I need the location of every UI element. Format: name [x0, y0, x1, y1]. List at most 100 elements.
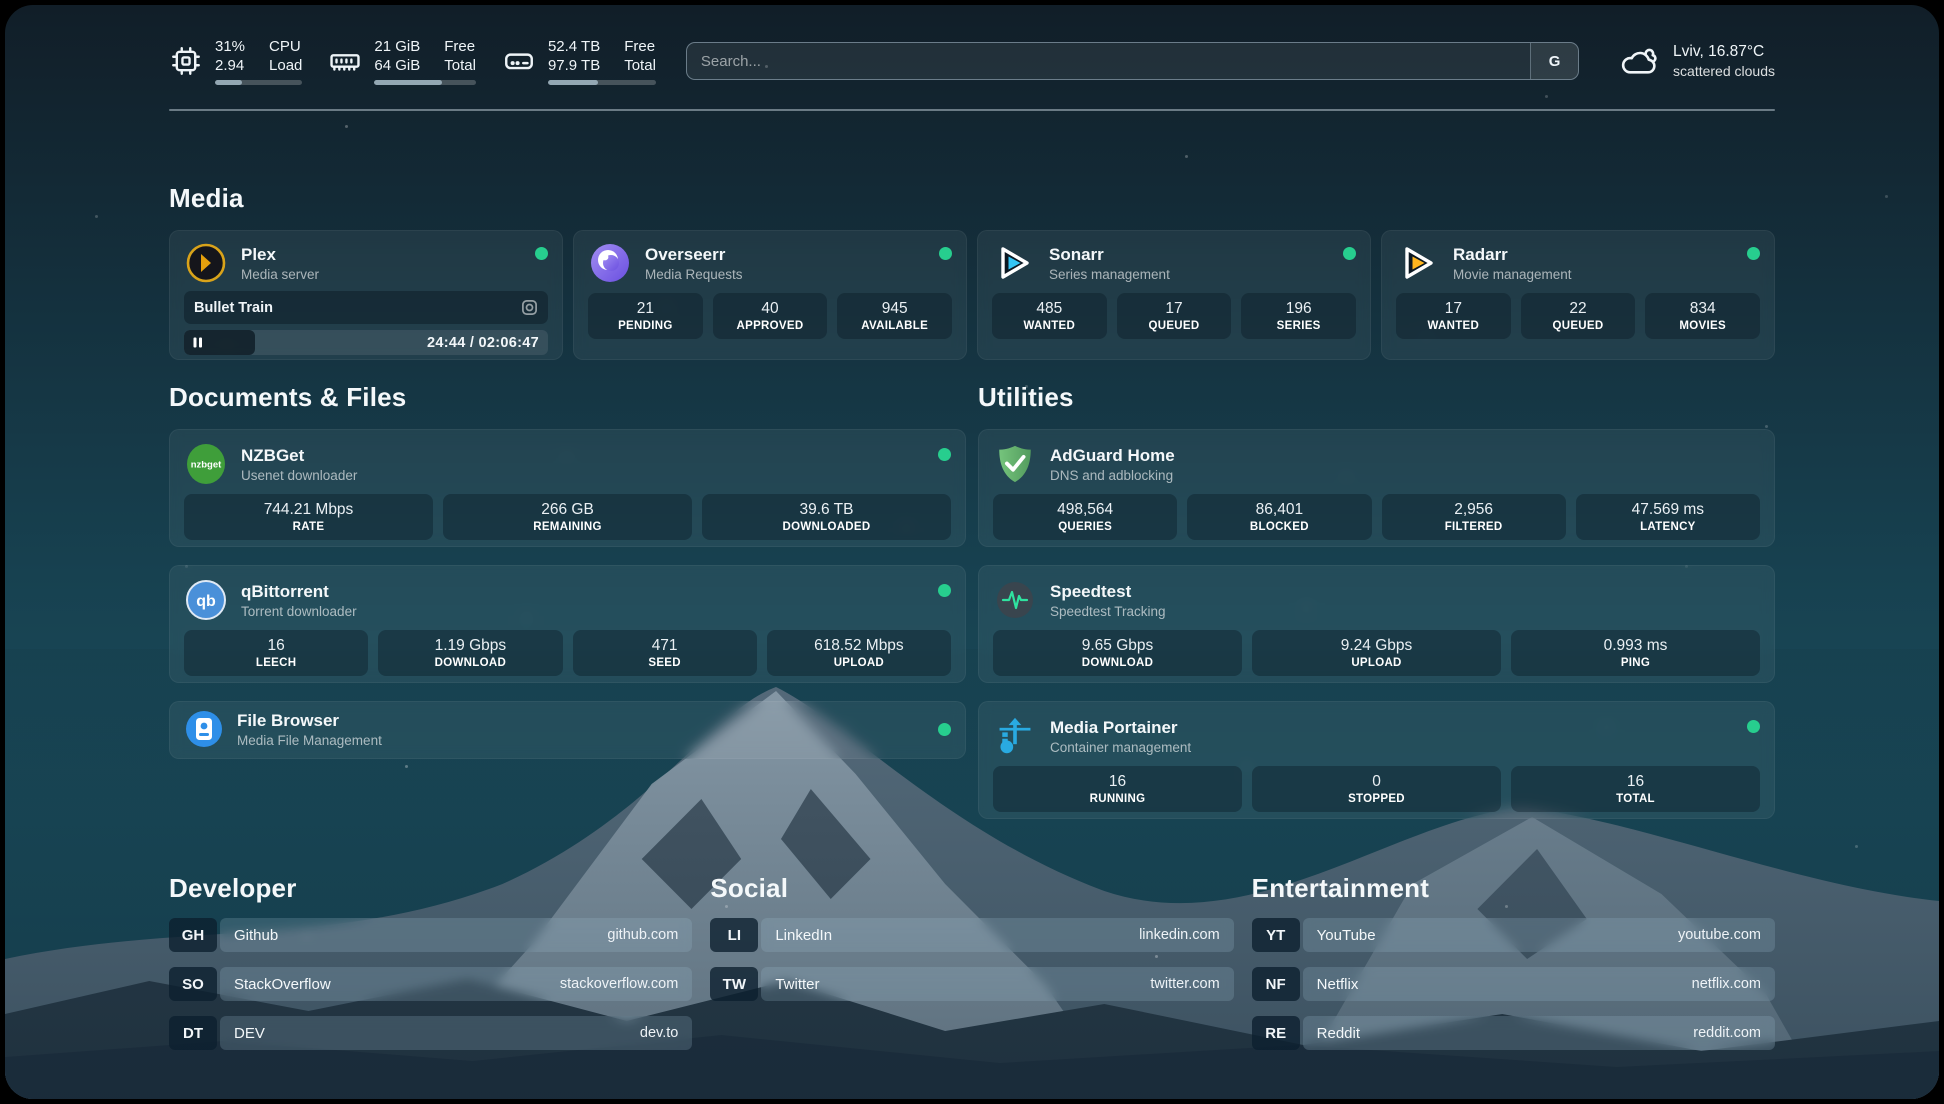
status-dot: [938, 584, 951, 597]
bookmark-reddit[interactable]: RE Reddit reddit.com: [1251, 1016, 1775, 1050]
search-engine-button[interactable]: G: [1530, 43, 1579, 79]
section-utilities: Utilities: [978, 382, 1775, 819]
radarr-icon: [1396, 241, 1440, 285]
nzbget-icon: nzbget: [184, 442, 228, 486]
filebrowser-icon: [184, 709, 224, 749]
disk-icon: [502, 44, 536, 78]
section-title-entertainment: Entertainment: [1251, 873, 1430, 903]
app-card-plex[interactable]: Plex Media server Bullet Train: [169, 230, 563, 360]
status-dot: [1747, 720, 1760, 733]
stat-rate: 744.21 Mbps RATE: [184, 494, 433, 540]
dashboard: 31% 2.94 CPU Load: [5, 5, 1939, 1099]
stat-approved: 40 APPROVED: [712, 293, 828, 339]
app-card-sonarr[interactable]: Sonarr Series management 485 WANTED 17 QUE…: [977, 230, 1371, 360]
section-title-utilities: Utilities: [978, 382, 1074, 412]
section-title-social: Social: [710, 873, 789, 903]
cpu-labels: CPU Load: [269, 38, 303, 74]
section-entertainment: Entertainment YT YouTube youtube.com NF …: [1251, 873, 1775, 1050]
status-dot: [535, 247, 548, 260]
stat-wanted: 485 WANTED: [992, 293, 1107, 339]
playback-time: 24:44 / 02:06:47: [426, 334, 539, 351]
status-dot: [1747, 247, 1760, 260]
stat-queued: 22 QUEUED: [1520, 293, 1636, 339]
stat-movies: 834 MOVIES: [1645, 293, 1760, 339]
stat-running: 16 RUNNING: [993, 766, 1242, 812]
disk-labels: Free Total: [624, 38, 656, 74]
bookmark-linkedin[interactable]: LI LinkedIn linkedin.com: [710, 918, 1234, 952]
bookmark-youtube[interactable]: YT YouTube youtube.com: [1251, 918, 1775, 952]
stat-remaining: 266 GB REMAINING: [443, 494, 692, 540]
stat-download: 9.65 Gbps DOWNLOAD: [993, 630, 1242, 676]
header-divider: [169, 109, 1775, 111]
portainer-icon: [993, 714, 1037, 758]
weather-widget[interactable]: Lviv, 16.87°C scattered clouds: [1619, 42, 1775, 80]
pause-icon: [193, 337, 203, 348]
bookmark-stackoverflow[interactable]: SO StackOverflow stackoverflow.com: [169, 967, 693, 1001]
svg-text:nzbget: nzbget: [191, 460, 222, 471]
app-card-overseerr[interactable]: Overseerr Media Requests 21 PENDING 40 APP…: [573, 230, 967, 360]
stat-filtered: 2,956 FILTERED: [1381, 494, 1566, 540]
status-dot: [938, 448, 951, 461]
disk-progress-bar: [547, 80, 656, 85]
cpu-values: 31% 2.94: [215, 38, 246, 74]
weather-text: Lviv, 16.87°C scattered clouds: [1673, 43, 1775, 79]
qbittorrent-icon: qb: [184, 578, 228, 622]
bookmark-netflix[interactable]: NF Netflix netflix.com: [1251, 967, 1775, 1001]
app-card-adguard[interactable]: AdGuard Home DNS and adblocking 498,564 Q…: [978, 429, 1775, 547]
search-input[interactable]: [686, 43, 1531, 79]
status-dot: [939, 247, 952, 260]
stat-queries: 498,564 QUERIES: [993, 494, 1178, 540]
section-title-documents: Documents & Files: [169, 382, 407, 412]
stat-upload: 9.24 Gbps UPLOAD: [1252, 630, 1501, 676]
ram-values: 21 GiB 64 GiB: [374, 38, 421, 74]
status-dot: [1343, 247, 1356, 260]
section-title-developer: Developer: [169, 873, 297, 903]
stat-pending: 21 PENDING: [588, 293, 703, 339]
playback-progress[interactable]: 24:44 / 02:06:47: [184, 330, 548, 355]
bookmark-dev[interactable]: DT DEV dev.to: [169, 1016, 693, 1050]
section-documents: Documents & Files nzbget NZBGet U: [169, 382, 966, 819]
stat-total: 16 TOTAL: [1511, 766, 1760, 812]
cpu-widget: 31% 2.94 CPU Load: [169, 37, 303, 85]
app-card-qbittorrent[interactable]: qb qBittorrent Torrent downloader 16 LEEC…: [169, 565, 966, 683]
cloud-icon: [1619, 43, 1661, 79]
overseerr-icon: [588, 241, 632, 285]
app-card-portainer[interactable]: Media Portainer Container management 16 R…: [978, 701, 1775, 819]
top-bar: 31% 2.94 CPU Load: [169, 5, 1775, 91]
adguard-icon: [993, 442, 1037, 486]
stat-downloaded: 39.6 TB DOWNLOADED: [702, 494, 951, 540]
disk-widget: 52.4 TB 97.9 TB Free Total: [502, 37, 656, 85]
stat-stopped: 0 STOPPED: [1252, 766, 1501, 812]
stat-latency: 47.569 ms LATENCY: [1575, 494, 1760, 540]
ram-progress-bar: [374, 80, 476, 85]
status-dot: [938, 722, 951, 736]
now-playing-row: Bullet Train: [184, 291, 548, 324]
speedtest-icon: [993, 578, 1037, 622]
media-card-grid: Plex Media server Bullet Train: [169, 230, 1775, 360]
search-bar: G: [685, 42, 1580, 80]
svg-text:qb: qb: [196, 593, 216, 610]
app-card-nzbget[interactable]: nzbget NZBGet Usenet downloader 744.21 M…: [169, 429, 966, 547]
stat-queued: 17 QUEUED: [1116, 293, 1232, 339]
ram-labels: Free Total: [444, 38, 476, 74]
plex-icon: [184, 241, 228, 285]
app-card-speedtest[interactable]: Speedtest Speedtest Tracking 9.65 Gbps DO…: [978, 565, 1775, 683]
ram-widget: 21 GiB 64 GiB Free Total: [328, 37, 476, 85]
bookmark-github[interactable]: GH Github github.com: [169, 918, 693, 952]
stat-blocked: 86,401 BLOCKED: [1187, 494, 1372, 540]
stat-seed: 471 SEED: [572, 630, 757, 676]
app-card-filebrowser[interactable]: File Browser Media File Management: [169, 701, 966, 759]
stat-leech: 16 LEECH: [184, 630, 369, 676]
stat-series: 196 SERIES: [1241, 293, 1356, 339]
video-icon: [521, 299, 538, 316]
sonarr-icon: [992, 241, 1036, 285]
bookmark-twitter[interactable]: TW Twitter twitter.com: [710, 967, 1234, 1001]
cpu-progress-bar: [215, 80, 303, 85]
section-title-media: Media: [169, 183, 244, 213]
disk-values: 52.4 TB 97.9 TB: [547, 38, 601, 74]
ram-icon: [328, 44, 362, 78]
app-card-radarr[interactable]: Radarr Movie management 17 WANTED 22 QUEUE…: [1381, 230, 1775, 360]
stat-download: 1.19 Gbps DOWNLOAD: [378, 630, 563, 676]
stat-available: 945 AVAILABLE: [837, 293, 952, 339]
